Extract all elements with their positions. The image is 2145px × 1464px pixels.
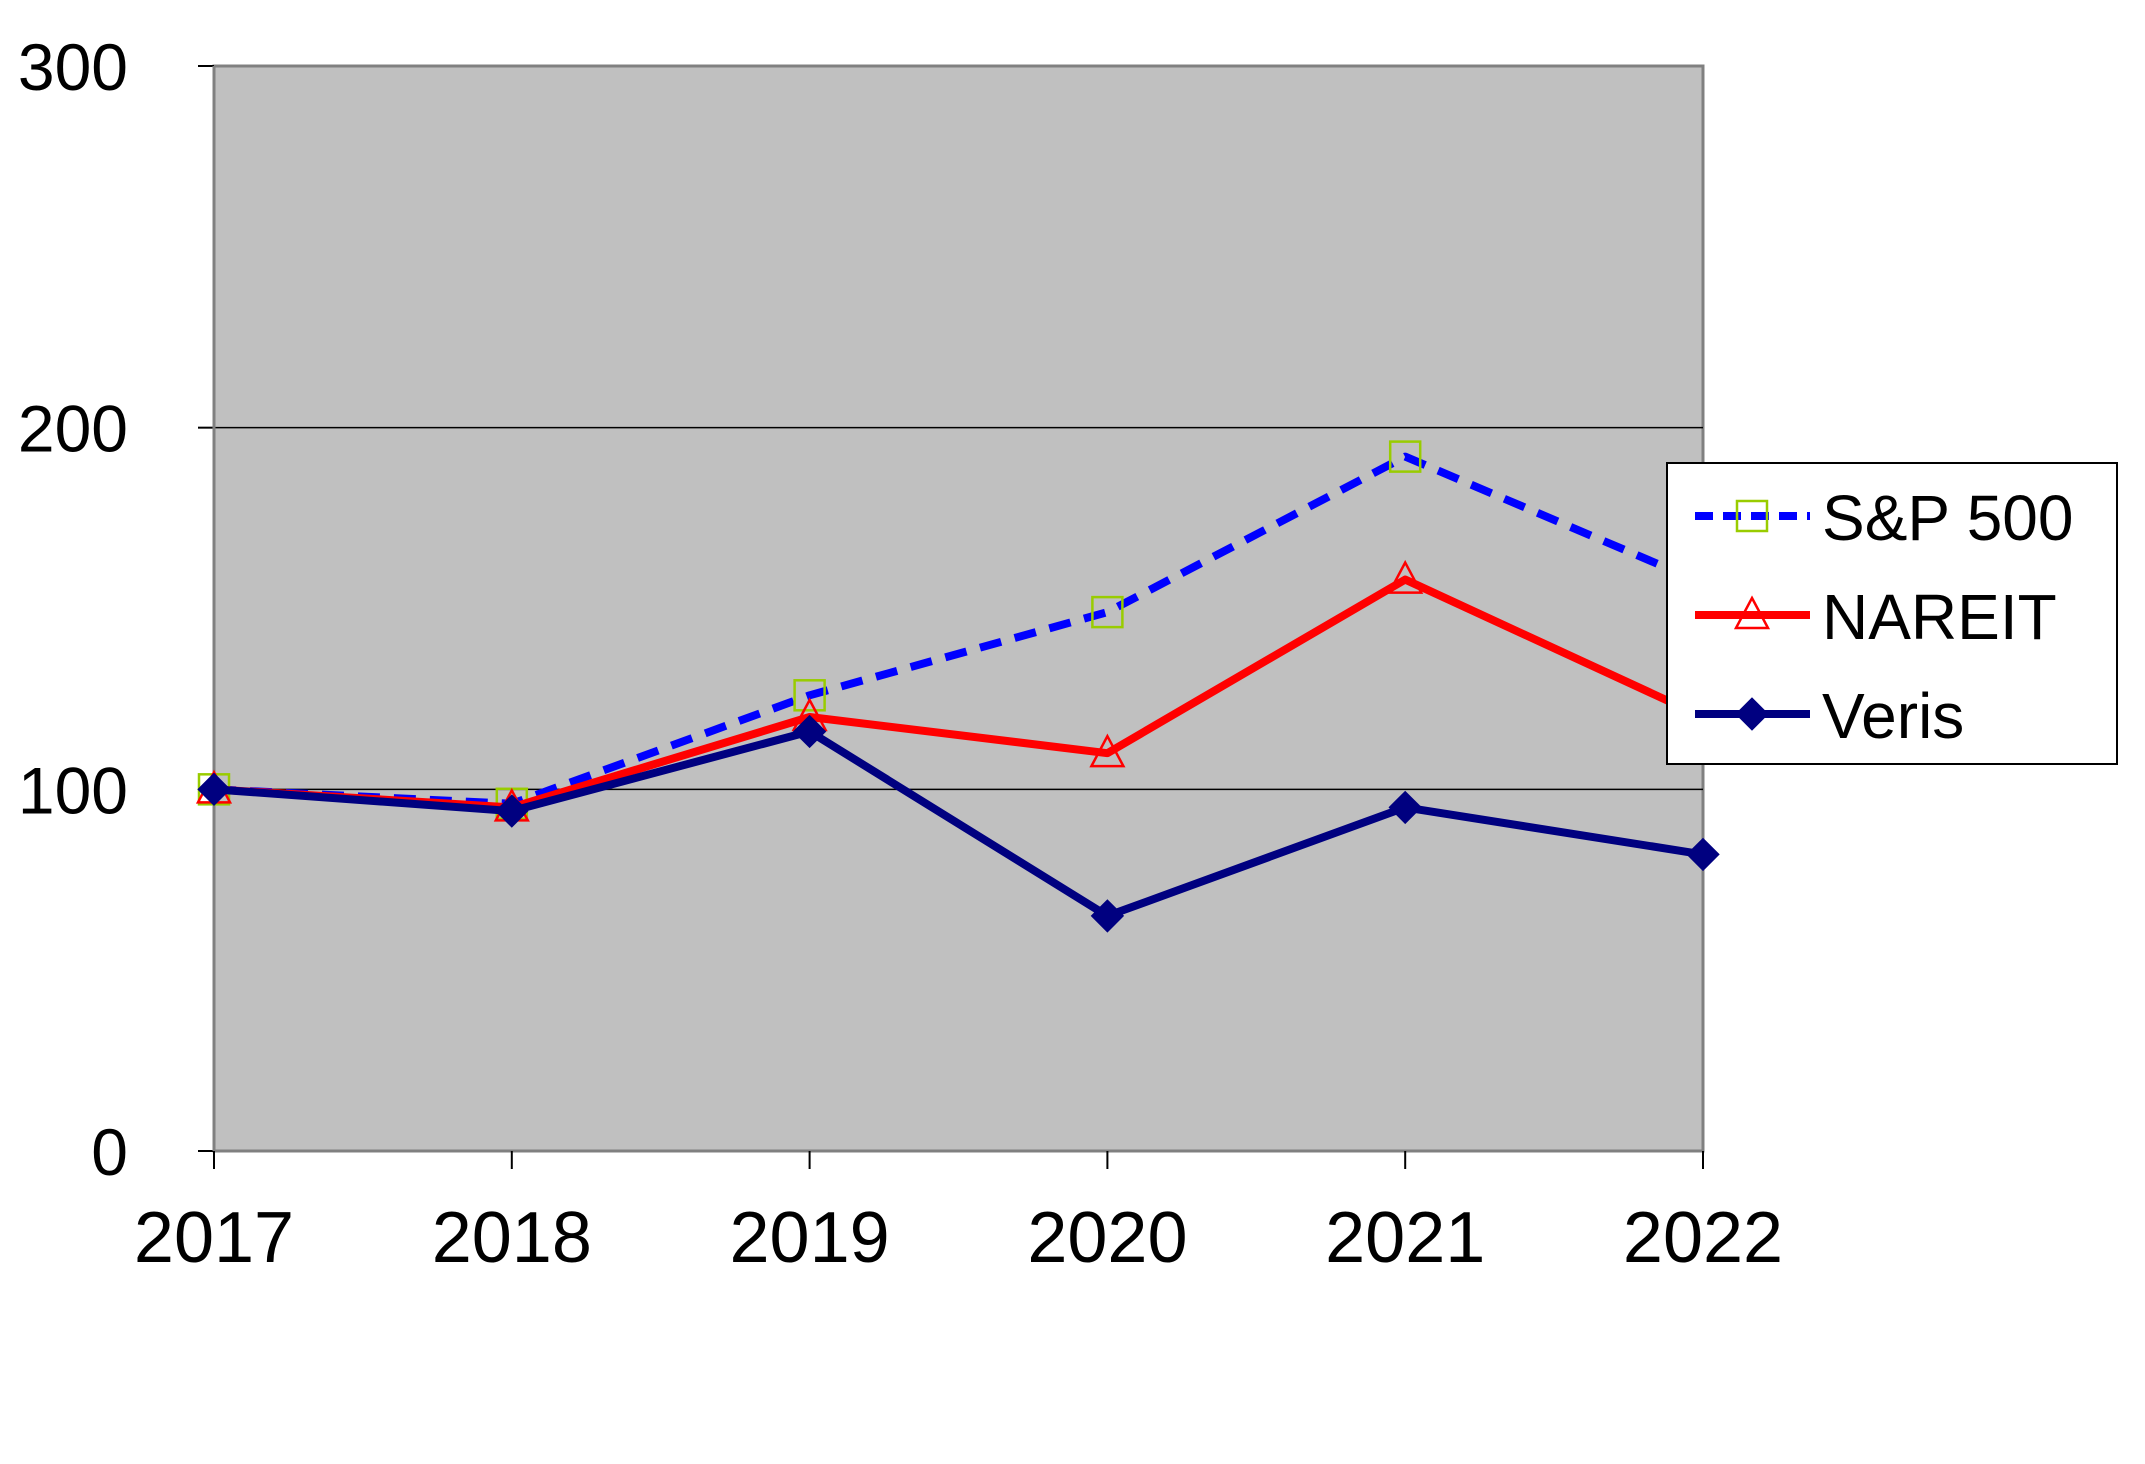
legend-label: NAREIT xyxy=(1822,581,2057,653)
data-point-diamond xyxy=(1735,697,1769,731)
x-tick-label: 2021 xyxy=(1325,1198,1485,1278)
x-tick-label: 2020 xyxy=(1027,1198,1187,1278)
data-point-diamond xyxy=(1686,837,1720,872)
data-point-square xyxy=(1091,595,1124,629)
data-point-triangle xyxy=(1733,595,1771,630)
y-tick-label: 100 xyxy=(18,753,128,827)
axes: 0 100 200 300 2017 2018 2019 2020 2021 2022 xyxy=(18,30,1783,1278)
gridlines xyxy=(214,426,1703,791)
legend: S&P 500 NAREIT Veris xyxy=(1666,462,2118,765)
data-point-diamond xyxy=(1388,790,1422,825)
x-tick-label: 2019 xyxy=(730,1198,890,1278)
data-point-square xyxy=(793,679,826,712)
y-tick-label: 200 xyxy=(18,392,128,466)
series-line xyxy=(213,727,1704,920)
legend-label: Veris xyxy=(1822,680,1964,752)
data-point-diamond xyxy=(792,714,827,749)
series-group xyxy=(195,440,1722,933)
data-point-triangle xyxy=(1089,733,1126,768)
data-point-diamond xyxy=(1090,899,1125,933)
legend-entry: S&P 500 xyxy=(1695,482,2073,554)
x-tick-label: 2022 xyxy=(1623,1198,1783,1278)
plot-area xyxy=(212,64,1705,1153)
x-tick-label: 2018 xyxy=(432,1198,592,1278)
legend-label: S&P 500 xyxy=(1822,482,2073,554)
y-tick-label: 300 xyxy=(18,30,128,104)
data-point-square xyxy=(1388,440,1422,473)
data-point-square xyxy=(1735,499,1769,533)
series-line xyxy=(213,452,1705,808)
data-point-diamond xyxy=(197,772,231,807)
y-tick-label: 0 xyxy=(91,1115,128,1189)
data-point-diamond xyxy=(495,794,529,828)
x-tick-label: 2017 xyxy=(134,1198,294,1278)
legend-entry: NAREIT xyxy=(1695,581,2057,653)
data-point-triangle xyxy=(1387,559,1424,594)
series-veris xyxy=(197,714,1720,933)
legend-entry: Veris xyxy=(1695,680,1964,752)
